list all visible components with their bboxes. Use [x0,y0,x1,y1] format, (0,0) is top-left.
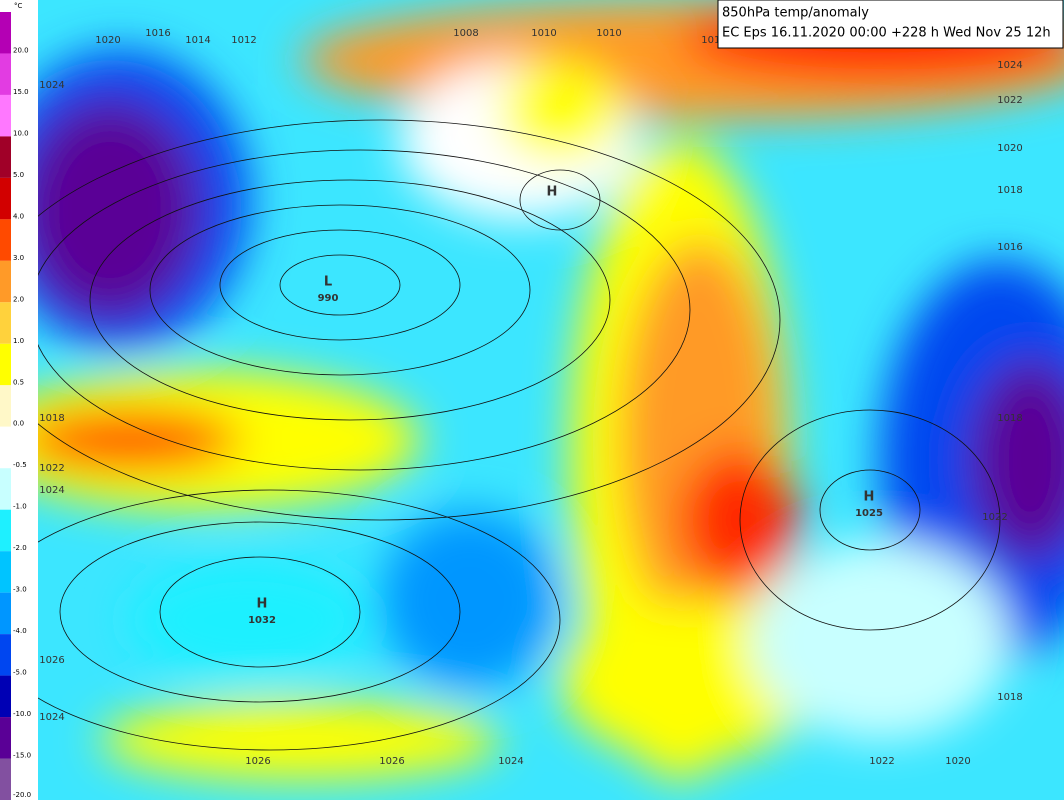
isobar-label: 1018 [997,413,1022,424]
legend-swatch [0,717,11,759]
legend-swatch [0,177,11,220]
isobar-label: 1022 [982,512,1007,523]
isobar-label: 1024 [39,485,64,496]
isobar-label: 1022 [997,95,1022,106]
legend-swatch [0,53,11,95]
legend-label: 5.0 [13,171,24,179]
title-box: 850hPa temp/anomaly EC Eps 16.11.2020 00… [717,0,1064,49]
title-line: EC Eps 16.11.2020 00:00 +228 h Wed Nov 2… [722,26,1051,41]
isobar-label: 1020 [945,756,970,767]
isobar-label: 1012 [701,35,726,46]
isobar-label: 1008 [453,28,478,39]
legend-label: -20.0 [13,791,31,799]
isobar-label: 1024 [997,60,1022,71]
legend-label: 3.0 [13,254,24,262]
legend-label: -15.0 [13,752,31,760]
legend-swatch [0,426,11,469]
isobar-label: 1018 [997,692,1022,703]
legend-swatch [0,343,11,386]
pressure-value: 1025 [855,508,883,519]
isobar-label: 1016 [145,28,170,39]
legend-label: -2.0 [13,544,27,552]
legend-swatch [0,12,11,54]
legend-swatch [0,634,11,676]
legend-swatch [0,592,11,635]
isobar-label: 1026 [39,655,64,666]
pressure-center: H [257,597,268,612]
isobar-label: 1014 [185,35,210,46]
legend-label: -10.0 [13,710,31,718]
isobar-label: 1012 [231,35,256,46]
legend-label: 0.5 [13,378,24,386]
legend-swatch [0,385,11,427]
legend-swatch [0,260,11,303]
legend-label: -0.5 [13,461,27,469]
legend-label: 20.0 [13,46,29,54]
isobar-label: 1022 [39,463,64,474]
pressure-value: 1032 [248,615,276,626]
legend-swatch [0,509,11,552]
title-line: 850hPa temp/anomaly [722,6,869,21]
isobar-label: 1016 [997,242,1022,253]
pressure-center: H [864,490,875,505]
isobars [0,119,1001,751]
pressure-value: 990 [318,293,339,304]
isobar-label: 1010 [596,28,621,39]
legend-unit: °C [14,2,23,10]
isobar-label: 1026 [379,756,404,767]
legend-label: 15.0 [13,88,29,96]
pressure-center: L [324,275,332,290]
pressure-center: H [547,185,558,200]
legend-swatch [0,551,11,593]
isobar-label: 1024 [39,80,64,91]
legend-label: -3.0 [13,586,27,594]
legend-label: -5.0 [13,669,27,677]
legend-label: 2.0 [13,295,24,303]
legend: °C 20.0 15.0 10.0 5.0 4.0 3.0 2.0 1.0 0.5 0.0 -0.5… [0,0,38,800]
legend-swatch [0,675,11,718]
isobar-label: 1022 [869,756,894,767]
legend-swatch [0,468,11,510]
legend-swatch [0,136,11,178]
legend-swatch [0,302,11,344]
legend-swatch [0,94,11,137]
labels: L 990 H 1032 H 1025 H 1020 1016 1014 1012 1008 1010 1… [39,28,1022,767]
legend-swatch [0,219,11,261]
isobar-label: 1018 [997,185,1022,196]
isobar-label: 1018 [39,413,64,424]
isobar-label: 1020 [997,143,1022,154]
isobar-label: 1010 [531,28,556,39]
isobar-label: 1026 [245,756,270,767]
legend-label: 10.0 [13,129,29,137]
legend-label: 0.0 [13,420,24,428]
legend-label: -1.0 [13,503,27,511]
isobar-label: 1024 [498,756,523,767]
isobar-label: 1024 [39,712,64,723]
legend-label: 4.0 [13,212,24,220]
isobar-label: 1020 [95,35,120,46]
legend-label: 1.0 [13,337,24,345]
legend-swatch [0,758,11,800]
legend-label: -4.0 [13,627,27,635]
